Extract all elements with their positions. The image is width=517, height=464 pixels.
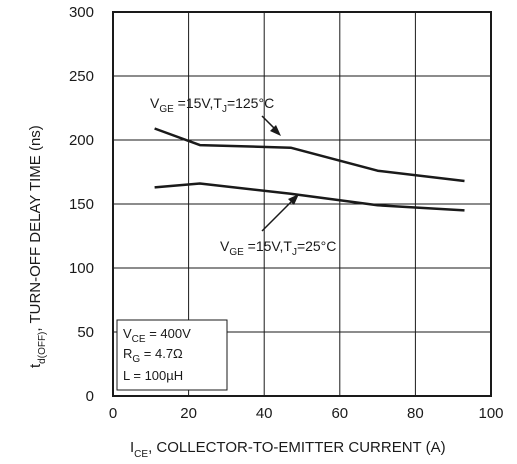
arrowhead-125c (270, 125, 281, 136)
y-tick-label: 250 (69, 68, 94, 85)
x-tick-label: 100 (478, 405, 503, 422)
x-axis-label: ICE, COLLECTOR-TO-EMITTER CURRENT (A) (130, 439, 446, 460)
y-tick-label: 300 (69, 4, 94, 21)
arrowhead-25c (288, 194, 299, 205)
y-axis-label: td(OFF), TURN-OFF DELAY TIME (ns) (27, 125, 48, 368)
condition-rg: RG = 4.7Ω (123, 346, 183, 365)
y-tick-label: 150 (69, 196, 94, 213)
series-lines (154, 127, 465, 212)
annotation-25c: VGE =15V,TJ=25°C (220, 238, 336, 258)
conditions-box (116, 319, 228, 391)
plot-frame (112, 11, 492, 397)
series-line-25c (154, 182, 465, 212)
x-tick-label: 40 (256, 405, 273, 422)
x-tick-label: 20 (180, 405, 197, 422)
y-tick-label: 50 (77, 324, 94, 341)
series-line-125c (154, 127, 465, 183)
x-tick-label: 60 (331, 405, 348, 422)
y-tick-label: 0 (86, 388, 94, 405)
arrow-25c (261, 197, 296, 232)
x-tick-label: 80 (407, 405, 424, 422)
annotation-125c: VGE =15V,TJ=125°C (150, 95, 274, 115)
x-tick-label: 0 (109, 405, 117, 422)
tick-labels: 0 20 40 60 80 100 0 50 100 150 200 250 300 (69, 4, 504, 422)
condition-l: L = 100µH (123, 368, 183, 383)
y-tick-label: 200 (69, 132, 94, 149)
condition-vce: VCE = 400V (123, 326, 191, 345)
y-tick-label: 100 (69, 260, 94, 277)
